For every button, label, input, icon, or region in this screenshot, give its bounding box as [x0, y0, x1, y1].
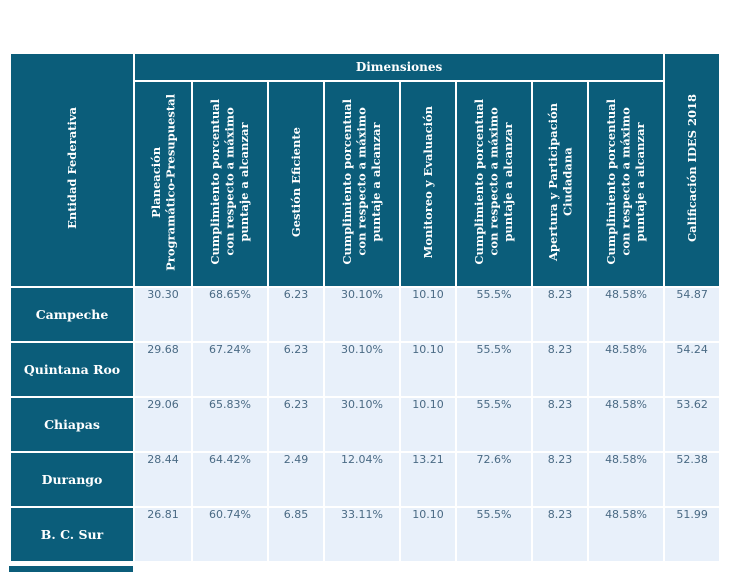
row-header-label: Entidad Federativa [64, 107, 79, 229]
final-score-header-label: Calificación IDES 2018 [684, 94, 699, 242]
column-header-label: Apertura y Participación Ciudadana [546, 103, 575, 261]
value-cell: 53.62 [663, 396, 722, 453]
column-header-line: Cumplimiento porcentual [472, 99, 487, 265]
column-header-line: Planeación [148, 146, 163, 218]
column-header: Gestión Eficiente [267, 80, 325, 288]
value-cell: 55.5% [455, 341, 533, 398]
value-cell: 30.10% [323, 286, 401, 343]
value-cell: 13.21 [399, 451, 457, 508]
value-cell: 8.23 [531, 286, 589, 343]
value-cell: 51.99 [663, 506, 722, 563]
value-cell: 29.68 [133, 341, 193, 398]
value-cell: 60.74% [191, 506, 269, 563]
column-header-line: con respecto a máximo [486, 107, 501, 257]
value-cell: 6.23 [267, 396, 325, 453]
value-cell: 29.06 [133, 396, 193, 453]
value-cell: 6.23 [267, 286, 325, 343]
ides-table: Entidad Federativa Dimensiones Calificac… [9, 52, 722, 563]
column-header-line: puntaje a alcanzar [501, 122, 516, 242]
column-header: Cumplimiento porcentual con respecto a má… [323, 80, 401, 288]
value-cell: 48.58% [586, 451, 666, 508]
column-header-line: puntaje a alcanzar [237, 122, 252, 242]
value-cell: 52.38 [663, 451, 722, 508]
value-cell: 8.23 [531, 341, 589, 398]
entity-name: Quintana Roo [9, 341, 135, 398]
table-row: Durango 28.44 64.42% 2.49 12.04% 13.21 72.6% 8.… [9, 451, 722, 508]
column-header: Apertura y Participación Ciudadana [531, 80, 589, 288]
column-header: Planeación Programático-Presupuestal [133, 80, 193, 288]
value-cell: 67.24% [191, 341, 269, 398]
entity-name: Chiapas [9, 396, 135, 453]
value-cell: 30.10% [323, 396, 401, 453]
value-cell: 30.10% [323, 341, 401, 398]
value-cell: 30.30 [133, 286, 193, 343]
column-header-line: Cumplimiento porcentual [340, 99, 355, 265]
entity-name: Campeche [9, 286, 135, 343]
value-cell: 48.58% [586, 506, 666, 563]
value-cell: 54.24 [663, 341, 722, 398]
value-cell: 2.49 [267, 451, 325, 508]
column-header: Cumplimiento porcentual con respecto a má… [586, 80, 666, 288]
value-cell: 8.23 [531, 451, 589, 508]
value-cell: 10.10 [399, 286, 457, 343]
column-header-line: con respecto a máximo [618, 107, 633, 257]
value-cell: 33.11% [323, 506, 401, 563]
value-cell: 10.10 [399, 506, 457, 563]
value-cell: 28.44 [133, 451, 193, 508]
value-cell: 8.23 [531, 506, 589, 563]
column-header-line: puntaje a alcanzar [633, 122, 648, 242]
value-cell: 48.58% [586, 341, 666, 398]
column-header-label: Monitoreo y Evaluación [421, 106, 436, 258]
column-header-line: Gestión Eficiente [288, 126, 303, 238]
value-cell: 68.65% [191, 286, 269, 343]
column-header: Cumplimiento porcentual con respecto a má… [191, 80, 269, 288]
column-header-line: Monitoreo y Evaluación [420, 105, 435, 259]
column-header-line: Programático-Presupuestal [163, 93, 177, 271]
value-cell: 8.23 [531, 396, 589, 453]
value-cell: 54.87 [663, 286, 722, 343]
value-cell: 12.04% [323, 451, 401, 508]
column-header-label: Planeación Programático-Presupuestal [149, 94, 178, 271]
next-row-edge [9, 566, 133, 572]
row-header-cell: Entidad Federativa [9, 52, 135, 288]
column-header: Cumplimiento porcentual con respecto a má… [455, 80, 533, 288]
table-row: B. C. Sur 26.81 60.74% 6.85 33.11% 10.10 55.5%… [9, 506, 722, 563]
table-row: Campeche 30.30 68.65% 6.23 30.10% 10.10 55.5% 8… [9, 286, 722, 343]
value-cell: 6.85 [267, 506, 325, 563]
column-header-label: Cumplimiento porcentual con respecto a má… [472, 99, 516, 265]
final-score-header: Calificación IDES 2018 [663, 52, 722, 288]
column-header-line: con respecto a máximo [354, 107, 369, 257]
entity-name: Durango [9, 451, 135, 508]
table-row: Quintana Roo 29.68 67.24% 6.23 30.10% 10.10 55… [9, 341, 722, 398]
dimensions-group-header: Dimensiones [132, 52, 666, 82]
value-cell: 55.5% [455, 396, 533, 453]
value-cell: 6.23 [267, 341, 325, 398]
value-cell: 26.81 [133, 506, 193, 563]
table-body: Campeche 30.30 68.65% 6.23 30.10% 10.10 55.5% 8… [9, 286, 722, 563]
value-cell: 55.5% [455, 506, 533, 563]
value-cell: 64.42% [191, 451, 269, 508]
column-header-line: con respecto a máximo [222, 107, 237, 257]
column-header-line: Ciudadana [560, 147, 574, 217]
value-cell: 48.58% [586, 286, 666, 343]
table-row: Chiapas 29.06 65.83% 6.23 30.10% 10.10 55.5% 8.… [9, 396, 722, 453]
value-cell: 72.6% [455, 451, 533, 508]
column-header-line: puntaje a alcanzar [369, 122, 384, 242]
column-header: Monitoreo y Evaluación [399, 80, 457, 288]
column-header-line: Cumplimiento porcentual [604, 99, 619, 265]
column-header-line: Cumplimiento porcentual [208, 99, 223, 265]
entity-name: B. C. Sur [9, 506, 135, 563]
value-cell: 65.83% [191, 396, 269, 453]
column-header-label: Cumplimiento porcentual con respecto a má… [604, 99, 648, 265]
column-header-line: Apertura y Participación [545, 102, 560, 261]
column-header-row: Planeación Programático-Presupuestal Cumpl… [10, 80, 720, 288]
column-header-label: Gestión Eficiente [289, 127, 304, 237]
value-cell: 10.10 [399, 396, 457, 453]
value-cell: 10.10 [399, 341, 457, 398]
value-cell: 55.5% [455, 286, 533, 343]
column-header-label: Cumplimiento porcentual con respecto a má… [208, 99, 252, 265]
column-header-label: Cumplimiento porcentual con respecto a má… [340, 99, 384, 265]
value-cell: 48.58% [586, 396, 666, 453]
